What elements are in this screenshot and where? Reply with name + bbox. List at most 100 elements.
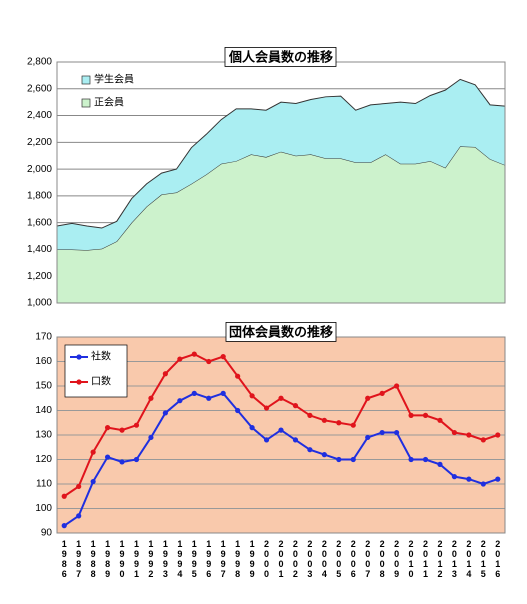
x-tick-label: 1987 — [76, 539, 82, 579]
x-tick-label: 1997 — [220, 539, 226, 579]
point — [379, 429, 385, 436]
x-tick-label: 2008 — [379, 539, 385, 579]
y-tick-label: 140 — [35, 405, 52, 416]
point — [365, 434, 371, 441]
x-tick-label: 2009 — [394, 539, 400, 579]
x-tick-label: 1995 — [191, 539, 197, 579]
point — [350, 422, 356, 428]
point — [148, 434, 154, 441]
point — [451, 474, 458, 480]
point — [365, 395, 371, 401]
x-tick-label: 2014 — [466, 539, 472, 579]
legend-label: 学生会員 — [94, 73, 134, 86]
point — [206, 358, 212, 365]
x-tick-label: 2004 — [321, 539, 327, 579]
x-tick-label: 2012 — [437, 539, 443, 579]
point — [191, 390, 197, 396]
legend-swatch — [81, 75, 91, 85]
x-tick-label: 1990 — [119, 539, 125, 579]
y-tick-label: 170 — [35, 332, 52, 343]
point — [321, 452, 327, 458]
point — [495, 476, 501, 482]
point — [292, 437, 299, 443]
point — [263, 437, 270, 443]
x-tick-label: 1991 — [133, 539, 139, 579]
y-tick-label: 1,600 — [27, 217, 52, 228]
point — [61, 493, 67, 499]
point — [235, 373, 241, 379]
legend-marker — [76, 379, 82, 385]
y-tick-label: 120 — [35, 454, 52, 465]
point — [350, 456, 356, 463]
point — [451, 429, 458, 436]
point — [76, 513, 82, 519]
x-tick-label: 2001 — [278, 539, 284, 579]
title-box — [224, 47, 337, 67]
x-tick-label: 1998 — [235, 539, 241, 579]
y-tick-label: 2,400 — [27, 110, 52, 121]
point — [278, 395, 284, 401]
point — [408, 456, 414, 463]
y-tick-label: 2,000 — [27, 164, 52, 175]
point — [177, 356, 183, 362]
y-tick-label: 150 — [35, 381, 52, 392]
point — [422, 456, 429, 463]
point — [495, 432, 501, 438]
legend-label: 口数 — [91, 375, 111, 388]
point — [437, 417, 443, 423]
legend-label: 社数 — [91, 350, 111, 363]
point — [119, 427, 125, 433]
point — [90, 478, 96, 485]
x-tick-label: 1996 — [206, 539, 212, 579]
legend-label: 正会員 — [94, 96, 124, 109]
point — [422, 412, 429, 418]
x-tick-label: 1994 — [177, 539, 183, 579]
y-tick-label: 160 — [35, 356, 52, 367]
point — [90, 449, 96, 455]
point — [321, 417, 327, 423]
y-tick-label: 90 — [41, 528, 53, 539]
y-tick-label: 1,400 — [27, 244, 52, 255]
x-tick-label: 1988 — [90, 539, 96, 579]
point — [292, 403, 299, 409]
x-tick-label: 2000 — [264, 539, 270, 579]
point — [249, 393, 255, 399]
point — [220, 354, 226, 360]
x-tick-label: 2006 — [350, 539, 356, 579]
point — [307, 412, 313, 418]
y-tick-label: 1,800 — [27, 191, 52, 202]
x-tick-label: 1989 — [105, 539, 111, 579]
point — [336, 420, 342, 426]
point — [162, 410, 168, 416]
point — [480, 481, 486, 487]
x-tick-label: 1999 — [249, 539, 255, 579]
y-tick-label: 2,600 — [27, 83, 52, 94]
y-tick-label: 110 — [36, 479, 52, 490]
point — [480, 437, 486, 443]
y-tick-label: 2,800 — [27, 57, 52, 68]
point — [191, 351, 197, 357]
point — [104, 425, 111, 431]
point — [119, 459, 125, 465]
area-line — [57, 145, 506, 251]
x-tick-label: 2007 — [365, 539, 371, 579]
area-fill — [57, 79, 505, 251]
x-tick-label: 1993 — [162, 539, 168, 579]
y-tick-label: 100 — [35, 503, 52, 514]
x-tick-label: 2003 — [307, 539, 313, 579]
point — [278, 427, 284, 433]
chart-title: 個人会員数の推移 — [228, 49, 333, 64]
y-tick-label: 2,200 — [27, 137, 52, 148]
x-tick-label: 2002 — [292, 539, 298, 579]
point — [61, 523, 67, 529]
x-tick-label: 2016 — [495, 539, 501, 579]
point — [394, 383, 400, 389]
chart-title: 団体会員数の推移 — [229, 324, 333, 339]
area-line — [56, 78, 506, 229]
legend-box — [64, 344, 128, 398]
point — [394, 429, 400, 436]
point — [76, 483, 82, 490]
point — [336, 456, 342, 463]
